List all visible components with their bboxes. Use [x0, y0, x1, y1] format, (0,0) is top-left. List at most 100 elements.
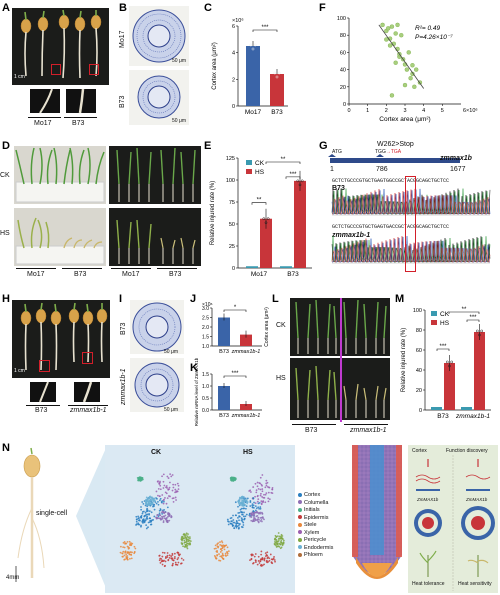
bar	[246, 46, 260, 106]
umap-point	[225, 544, 228, 547]
scale-label: 1 cm	[14, 74, 25, 80]
legend-item: Pericycle	[298, 537, 326, 543]
umap-point	[164, 514, 167, 517]
umap-point	[214, 544, 217, 547]
chart-cortex-area: 0 2 4 6×10⁶ Cortex area (μm²) Mo17 B73 ***	[212, 17, 288, 116]
umap-point	[241, 526, 244, 529]
y-axis-label: Cortex area (μm²)	[212, 42, 218, 89]
umap-point	[181, 538, 184, 541]
umap-point	[215, 557, 218, 560]
panel-letter-f: F	[319, 2, 326, 14]
chromatogram-trace	[331, 188, 491, 215]
umap-point	[278, 535, 281, 538]
umap-point	[231, 479, 234, 482]
umap-point	[166, 520, 169, 523]
umap-point	[159, 517, 162, 520]
position-1: 1	[330, 166, 334, 173]
umap-point	[263, 559, 266, 562]
umap-point	[162, 473, 165, 476]
umap-point	[166, 556, 169, 558]
umap-point	[144, 519, 147, 522]
root-zoom-b73	[30, 382, 56, 402]
legend-label: Stele	[304, 522, 317, 528]
umap-point	[171, 489, 174, 492]
umap-point	[183, 534, 186, 537]
umap-point	[159, 497, 162, 500]
umap-point	[252, 561, 255, 564]
x-tick-label: 2	[385, 108, 388, 114]
x-tick-label: 3	[403, 108, 406, 114]
umap-point	[267, 497, 270, 500]
umap-point	[253, 555, 256, 558]
y-axis-label: Relative mRNA level of ZmMAX1b	[194, 357, 199, 426]
umap-point	[185, 539, 188, 542]
umap-point	[129, 551, 132, 553]
umap-point	[145, 527, 148, 530]
significance-label: **	[281, 157, 286, 163]
legend-swatch	[246, 169, 252, 174]
sequence-b73: GCTCTGCCCGTGCTGAGTGGCCGCTACGGCAGCTGCTCC	[332, 178, 450, 184]
umap-point	[161, 512, 164, 515]
data-point	[249, 43, 253, 47]
umap-point	[232, 514, 234, 517]
significance-label: *	[234, 305, 237, 311]
umap-point	[158, 559, 161, 562]
umap-point	[160, 501, 163, 504]
umap-point	[254, 553, 257, 555]
umap-point	[177, 553, 180, 556]
plants-tray-ck	[14, 146, 106, 204]
umap-point	[122, 546, 125, 549]
umap-point	[271, 558, 274, 561]
umap-point	[138, 517, 140, 519]
umap-point	[166, 497, 169, 500]
bar	[431, 407, 442, 410]
umap-point	[156, 497, 158, 500]
umap-point	[130, 553, 133, 556]
umap-point	[161, 475, 163, 478]
row-label-ck: CK	[0, 172, 10, 179]
umap-point	[251, 553, 253, 556]
umap-point	[263, 493, 265, 496]
scale-4mm: 4mm	[6, 575, 20, 581]
umap-point	[220, 555, 223, 557]
seedling-photo-h	[12, 300, 110, 378]
legend-dot	[298, 530, 302, 535]
umap-point	[176, 551, 179, 554]
umap-point	[174, 488, 177, 491]
legend-label: CK	[440, 311, 450, 318]
umap-point	[145, 500, 147, 502]
gene-right: ZmMAX1b	[466, 497, 488, 502]
umap-point	[152, 505, 154, 508]
umap-point	[249, 500, 252, 502]
umap-point	[136, 518, 138, 521]
data-point	[296, 179, 300, 183]
panel-letter-l: L	[272, 293, 279, 305]
umap-point	[188, 536, 191, 538]
panel-letter-m: M	[395, 293, 405, 305]
umap-point	[181, 542, 184, 545]
umap-point	[222, 558, 225, 560]
umap-point	[139, 477, 142, 480]
data-point	[393, 31, 398, 36]
umap-point	[155, 502, 158, 505]
umap-point	[230, 522, 233, 525]
significance-bracket	[285, 176, 301, 179]
chromatogram-trace	[332, 188, 491, 215]
umap-point	[142, 522, 144, 524]
x-tick-label: 4	[422, 108, 425, 114]
umap-point	[176, 482, 179, 485]
umap-point	[184, 541, 186, 544]
umap-point	[241, 520, 244, 523]
legend-label: CK	[255, 160, 265, 167]
umap-point	[230, 476, 233, 479]
umap-point	[157, 500, 159, 503]
umap-point	[217, 545, 220, 548]
label-mo17: Mo17	[27, 271, 45, 278]
y-tick-label: 0	[232, 266, 235, 272]
group-line	[111, 268, 151, 269]
umap-point	[119, 551, 122, 554]
umap-point	[163, 500, 165, 503]
umap-point	[158, 554, 161, 557]
umap-point	[245, 513, 248, 516]
x-tick-label: 0	[347, 108, 350, 114]
